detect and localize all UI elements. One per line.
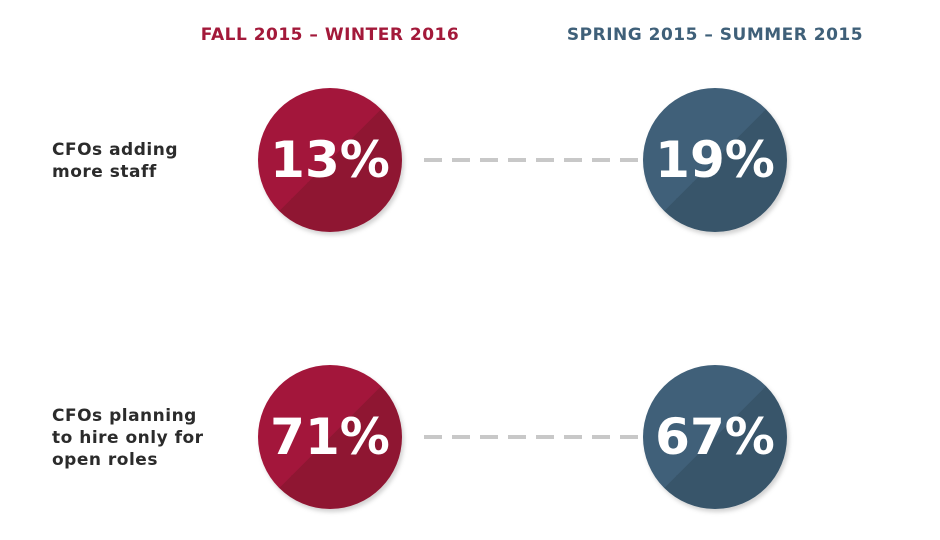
value-text: 13% — [270, 131, 390, 189]
row-label-line: more staff — [52, 162, 157, 182]
row-label: CFOs planning to hire only for open roles — [52, 406, 204, 470]
value-circle — [643, 365, 787, 509]
row-label: CFOs adding more staff — [52, 140, 178, 182]
row-label-line: open roles — [52, 450, 158, 470]
value-text: 19% — [655, 131, 775, 189]
value-circle — [258, 88, 402, 232]
value-text: 71% — [270, 408, 390, 466]
column-header: FALL 2015 – WINTER 2016 — [201, 25, 459, 45]
row-label-line: CFOs adding — [52, 140, 178, 160]
column-header: SPRING 2015 – SUMMER 2015 — [567, 25, 863, 45]
value-circle — [643, 88, 787, 232]
value-text: 67% — [655, 408, 775, 466]
row-label-line: CFOs planning — [52, 406, 197, 426]
row-label-line: to hire only for — [52, 428, 204, 448]
value-circle — [258, 365, 402, 509]
